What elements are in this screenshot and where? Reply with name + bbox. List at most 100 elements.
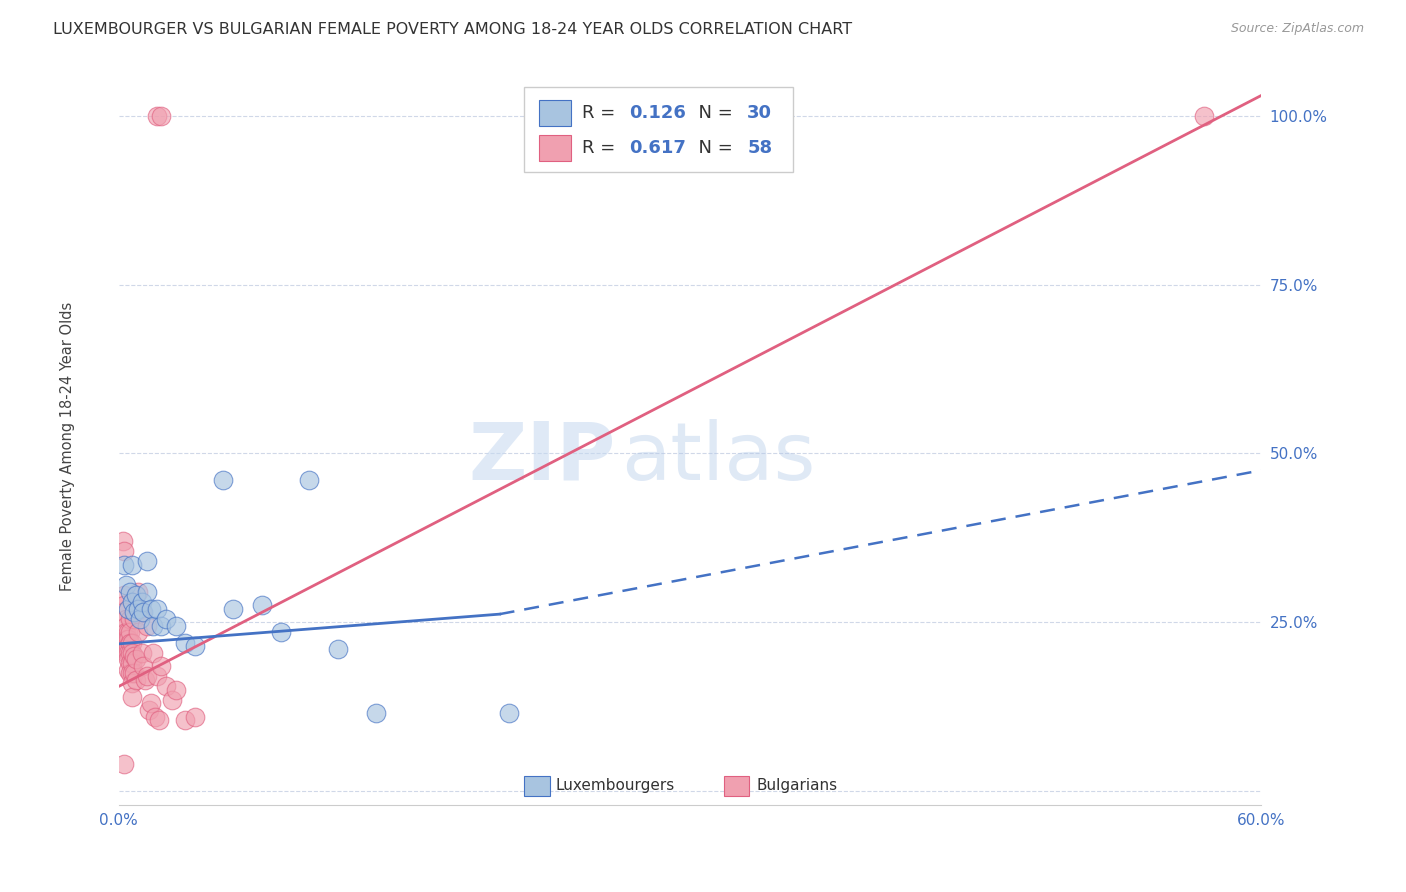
Point xyxy=(138,703,160,717)
Point xyxy=(121,646,143,660)
Point xyxy=(212,474,235,488)
Point xyxy=(122,612,145,626)
Point xyxy=(120,665,142,680)
Point xyxy=(114,605,136,619)
Point xyxy=(174,635,197,649)
Point xyxy=(122,648,145,663)
Text: Source: ZipAtlas.com: Source: ZipAtlas.com xyxy=(1230,22,1364,36)
Point xyxy=(165,682,187,697)
Point xyxy=(122,665,145,680)
Point xyxy=(120,625,142,640)
Point xyxy=(142,618,165,632)
Point xyxy=(136,585,159,599)
Point xyxy=(184,639,207,653)
Point xyxy=(165,618,187,632)
Text: Female Poverty Among 18-24 Year Olds: Female Poverty Among 18-24 Year Olds xyxy=(60,301,75,591)
Text: R =: R = xyxy=(582,138,620,157)
Point xyxy=(136,554,159,568)
Point xyxy=(127,585,149,599)
Point xyxy=(117,601,139,615)
Point xyxy=(146,109,169,123)
Point xyxy=(136,618,159,632)
Point xyxy=(121,690,143,704)
Point xyxy=(139,696,162,710)
Point xyxy=(148,713,170,727)
Point xyxy=(121,676,143,690)
Point xyxy=(128,612,150,626)
Point xyxy=(120,585,142,599)
Point xyxy=(122,605,145,619)
Point xyxy=(136,669,159,683)
Text: atlas: atlas xyxy=(621,418,815,497)
Point xyxy=(184,710,207,724)
Text: N =: N = xyxy=(686,138,738,157)
Text: 0.617: 0.617 xyxy=(630,138,686,157)
Point xyxy=(114,757,136,772)
Point xyxy=(125,673,148,687)
Point xyxy=(155,680,177,694)
Point xyxy=(127,625,149,640)
Text: Luxembourgers: Luxembourgers xyxy=(555,779,675,793)
Point xyxy=(114,599,136,613)
Point xyxy=(120,656,142,670)
Point xyxy=(120,635,142,649)
Text: LUXEMBOURGER VS BULGARIAN FEMALE POVERTY AMONG 18-24 YEAR OLDS CORRELATION CHART: LUXEMBOURGER VS BULGARIAN FEMALE POVERTY… xyxy=(53,22,852,37)
Point xyxy=(114,588,136,602)
Point xyxy=(115,625,138,640)
Point xyxy=(117,663,139,677)
Point xyxy=(250,599,273,613)
Text: 58: 58 xyxy=(747,138,772,157)
Point xyxy=(117,639,139,653)
Point xyxy=(115,618,138,632)
Point xyxy=(160,693,183,707)
Point xyxy=(155,612,177,626)
Text: R =: R = xyxy=(582,104,620,122)
Point xyxy=(326,642,349,657)
Point xyxy=(121,656,143,670)
Point xyxy=(115,646,138,660)
Point xyxy=(121,665,143,680)
Point xyxy=(121,595,143,609)
Point xyxy=(120,612,142,626)
Point xyxy=(117,625,139,640)
Point xyxy=(149,618,172,632)
Point xyxy=(115,612,138,626)
Point xyxy=(498,706,520,721)
Point xyxy=(149,109,172,123)
Point xyxy=(146,669,169,683)
Point xyxy=(117,652,139,666)
Point xyxy=(115,632,138,647)
FancyBboxPatch shape xyxy=(540,135,571,161)
Point xyxy=(115,578,138,592)
Point xyxy=(127,601,149,615)
Point xyxy=(1194,109,1216,123)
FancyBboxPatch shape xyxy=(540,100,571,126)
Point xyxy=(139,601,162,615)
Point xyxy=(364,706,387,721)
Point xyxy=(114,544,136,558)
Point xyxy=(117,632,139,647)
Point xyxy=(131,605,153,619)
Point xyxy=(298,474,321,488)
Text: ZIP: ZIP xyxy=(468,418,616,497)
Text: 0.126: 0.126 xyxy=(630,104,686,122)
Point xyxy=(120,646,142,660)
Point xyxy=(149,659,172,673)
Point xyxy=(146,601,169,615)
Point xyxy=(132,605,155,619)
FancyBboxPatch shape xyxy=(524,776,550,796)
Point xyxy=(125,588,148,602)
Point xyxy=(115,639,138,653)
FancyBboxPatch shape xyxy=(524,87,793,172)
Text: N =: N = xyxy=(686,104,738,122)
Point xyxy=(111,534,134,549)
Point xyxy=(142,646,165,660)
Point xyxy=(143,710,166,724)
Point xyxy=(134,673,156,687)
Point xyxy=(131,646,153,660)
Text: 30: 30 xyxy=(747,104,772,122)
Point xyxy=(117,646,139,660)
FancyBboxPatch shape xyxy=(724,776,749,796)
Point xyxy=(270,625,292,640)
Point xyxy=(121,558,143,572)
